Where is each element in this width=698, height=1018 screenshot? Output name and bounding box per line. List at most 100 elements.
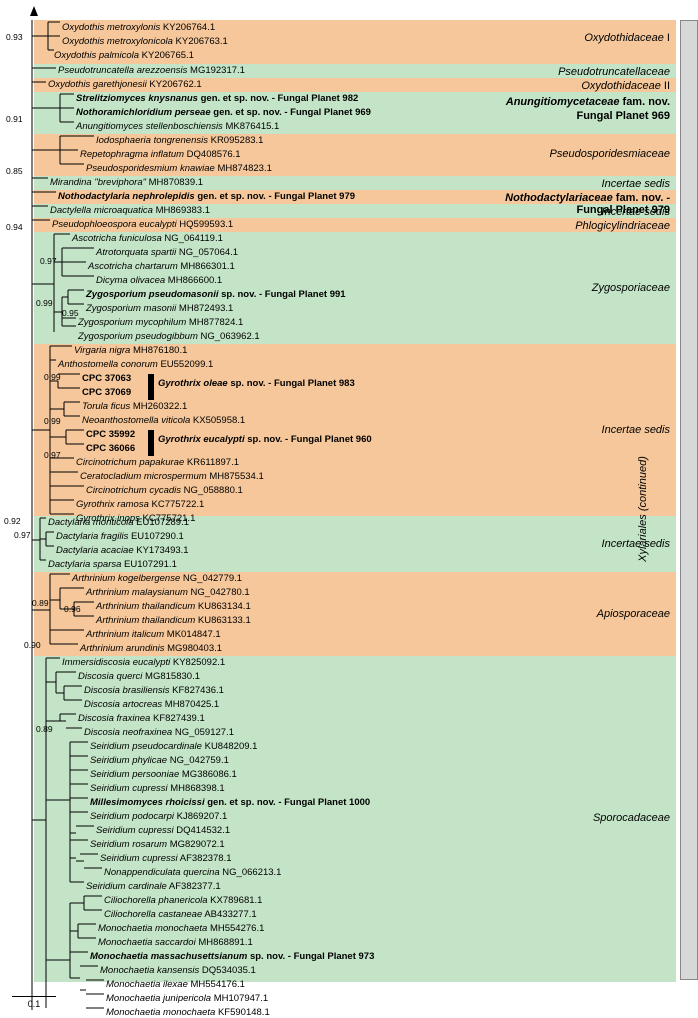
- taxon-label: Anungitiomyces stellenboschiensis MK8764…: [76, 121, 279, 132]
- taxon-label: Monochaetia monochaeta KF590148.1: [106, 1007, 270, 1018]
- support-value: 0.94: [6, 222, 23, 232]
- taxon-label: Seiridium rosarum MG829072.1: [90, 839, 225, 850]
- taxon-label: Seiridium cupressi AF382378.1: [100, 853, 232, 864]
- taxon-label: Millesimomyces rhoicissi gen. et sp. nov…: [90, 797, 370, 808]
- taxon-label: Discosia querci MG815830.1: [78, 671, 200, 682]
- support-value: 0.97: [40, 256, 57, 266]
- support-value: 0.99: [44, 372, 61, 382]
- taxon-label: Seiridium phylicae NG_042759.1: [90, 755, 229, 766]
- taxon-label: Seiridium pseudocardinale KU848209.1: [90, 741, 257, 752]
- taxon-label: Dactylaria fragilis EU107290.1: [56, 531, 184, 542]
- support-value: 0.95: [62, 308, 79, 318]
- taxon-label: Oxydothis metroxylonicola KY206763.1: [62, 36, 228, 47]
- taxon-label: Discosia fraxinea KF827439.1: [78, 713, 205, 724]
- taxon-label: CPC 37069: [82, 387, 131, 398]
- support-value: 0.91: [6, 114, 23, 124]
- taxon-label: Torula ficus MH260322.1: [82, 401, 187, 412]
- taxon-label: Circinotrichum cycadis NG_058880.1: [86, 485, 243, 496]
- taxon-label: Arthrinium thailandicum KU863133.1: [96, 615, 251, 626]
- taxon-label: CPC 37063: [82, 373, 131, 384]
- taxon-label: Monochaetia saccardoi MH868891.1: [98, 937, 253, 948]
- support-value: 0.89: [36, 724, 53, 734]
- taxon-label: Monochaetia massachusettsianum sp. nov. …: [90, 951, 374, 962]
- family-label: Fungal Planet 969: [480, 110, 670, 122]
- support-value: 0.90: [24, 640, 41, 650]
- family-label: Oxydothidaceae II: [480, 80, 670, 92]
- taxon-label: Ascotricha funiculosa NG_064119.1: [72, 233, 223, 244]
- taxon-label: Monochaetia monochaeta MH554276.1: [98, 923, 264, 934]
- taxon-label: Gyrothrix ramosa KC775722.1: [76, 499, 204, 510]
- taxon-label: Anthostomella conorum EU552099.1: [58, 359, 213, 370]
- taxon-label: Zygosporium masonii MH872493.1: [86, 303, 233, 314]
- scale-bar: 0.1: [12, 996, 56, 1009]
- taxon-label: Nothodactylaria nephrolepidis gen. et sp…: [58, 191, 355, 202]
- taxon-label: Immersidiscosia eucalypti KY825092.1: [62, 657, 225, 668]
- taxon-label: Dactylella microaquatica MH869383.1: [50, 205, 210, 216]
- taxon-label: Arthrinium arundinis MG980403.1: [80, 643, 222, 654]
- taxon-label: Monochaetia junipericola MH107947.1: [106, 993, 268, 1004]
- taxon-label: Ciliochorella castaneae AB433277.1: [104, 909, 257, 920]
- taxon-label: Discosia brasiliensis KF827436.1: [84, 685, 224, 696]
- taxon-label: Dactylaria monticola EU107289.1: [48, 517, 189, 528]
- family-label: Sporocadaceae: [480, 812, 670, 824]
- taxon-label: Oxydothis palmicola KY206765.1: [54, 50, 194, 61]
- taxon-label: Zygosporium mycophilum MH877824.1: [78, 317, 243, 328]
- taxon-label: Discosia artocreas MH870425.1: [84, 699, 219, 710]
- taxon-label: Ciliochorella phanericola KX789681.1: [104, 895, 262, 906]
- taxon-label: Seiridium cardinale AF382377.1: [86, 881, 221, 892]
- support-value: 0.92: [4, 516, 21, 526]
- family-label: Pseudotruncatellaceae: [480, 66, 670, 78]
- taxon-label: Repetophragma inflatum DQ408576.1: [80, 149, 241, 160]
- taxon-label: Pseudosporidesmium knawiae MH874823.1: [86, 163, 272, 174]
- support-value: 0.96: [64, 604, 81, 614]
- taxon-label: Oxydothis metroxylonis KY206764.1: [62, 22, 215, 33]
- taxon-label: Monochaetia ilexae MH554176.1: [106, 979, 245, 990]
- support-value: 0.97: [44, 450, 61, 460]
- taxon-label: Iodosphaeria tongrenensis KR095283.1: [96, 135, 263, 146]
- taxon-label: Dactylaria acaciae KY173493.1: [56, 545, 189, 556]
- taxon-label: Monochaetia kansensis DQ534035.1: [100, 965, 256, 976]
- family-label: Incertae sedis: [480, 206, 670, 218]
- taxon-label: CPC 35992: [86, 429, 135, 440]
- taxon-label: Oxydothis garethjonesii KY206762.1: [48, 79, 202, 90]
- taxon-label: Arthrinium kogelbergense NG_042779.1: [72, 573, 242, 584]
- taxon-label: Seiridium cupressi MH868398.1: [90, 783, 225, 794]
- taxon-label: Nonappendiculata quercina NG_066213.1: [104, 867, 281, 878]
- taxon-label: Arthrinium malaysianum NG_042780.1: [86, 587, 250, 598]
- clade-marker: [148, 374, 154, 400]
- family-label: Incertae sedis: [480, 424, 670, 436]
- support-value: 0.93: [6, 32, 23, 42]
- support-value: 0.97: [14, 530, 31, 540]
- family-label: Zygosporiaceae: [480, 282, 670, 294]
- taxon-label: Virgaria nigra MH876180.1: [74, 345, 187, 356]
- taxon-label: Ceratocladium microspermum MH875534.1: [80, 471, 264, 482]
- taxon-label: Dicyma olivacea MH866600.1: [96, 275, 222, 286]
- taxon-label: Ascotricha chartarum MH866301.1: [88, 261, 235, 272]
- taxon-label: CPC 36066: [86, 443, 135, 454]
- support-value: 0.89: [32, 598, 49, 608]
- taxon-label: Strelitziomyces knysnanus gen. et sp. no…: [76, 93, 358, 104]
- taxon-label: Discosia neofraxinea NG_059127.1: [84, 727, 234, 738]
- taxon-label: Arthrinium italicum MK014847.1: [86, 629, 221, 640]
- taxon-label: Pseudotruncatella arezzoensis MG192317.1: [58, 65, 245, 76]
- family-label: Pseudosporidesmiaceae: [480, 148, 670, 160]
- taxon-label: Arthrinium thailandicum KU863134.1: [96, 601, 251, 612]
- family-label: Phlogicylindriaceae: [480, 220, 670, 232]
- family-label: Oxydothidaceae I: [480, 32, 670, 44]
- taxon-label: Seiridium persooniae MG386086.1: [90, 769, 237, 780]
- taxon-label: Zygosporium pseudomasonii sp. nov. - Fun…: [86, 289, 346, 300]
- family-label: Anungitiomycetaceae fam. nov.: [480, 96, 670, 108]
- taxon-label: Pseudophloeospora eucalypti HQ599593.1: [52, 219, 233, 230]
- taxon-label: Neoanthostomella viticola KX505958.1: [82, 415, 245, 426]
- support-value: 0.99: [44, 416, 61, 426]
- taxon-label: Seiridium podocarpi KJ869207.1: [90, 811, 227, 822]
- taxon-label: Nothoramichloridium perseae gen. et sp. …: [76, 107, 371, 118]
- taxon-label: Gyrothrix eucalypti sp. nov. - Fungal Pl…: [158, 434, 372, 445]
- taxon-label: Circinotrichum papakurae KR611897.1: [76, 457, 239, 468]
- taxon-label: Mirandina "breviphora" MH870839.1: [50, 177, 203, 188]
- support-value: 0.85: [6, 166, 23, 176]
- clade-marker: [148, 430, 154, 456]
- taxon-label: Gyrothrix oleae sp. nov. - Fungal Planet…: [158, 378, 355, 389]
- support-value: 0.99: [36, 298, 53, 308]
- taxon-label: Dactylaria sparsa EU107291.1: [48, 559, 177, 570]
